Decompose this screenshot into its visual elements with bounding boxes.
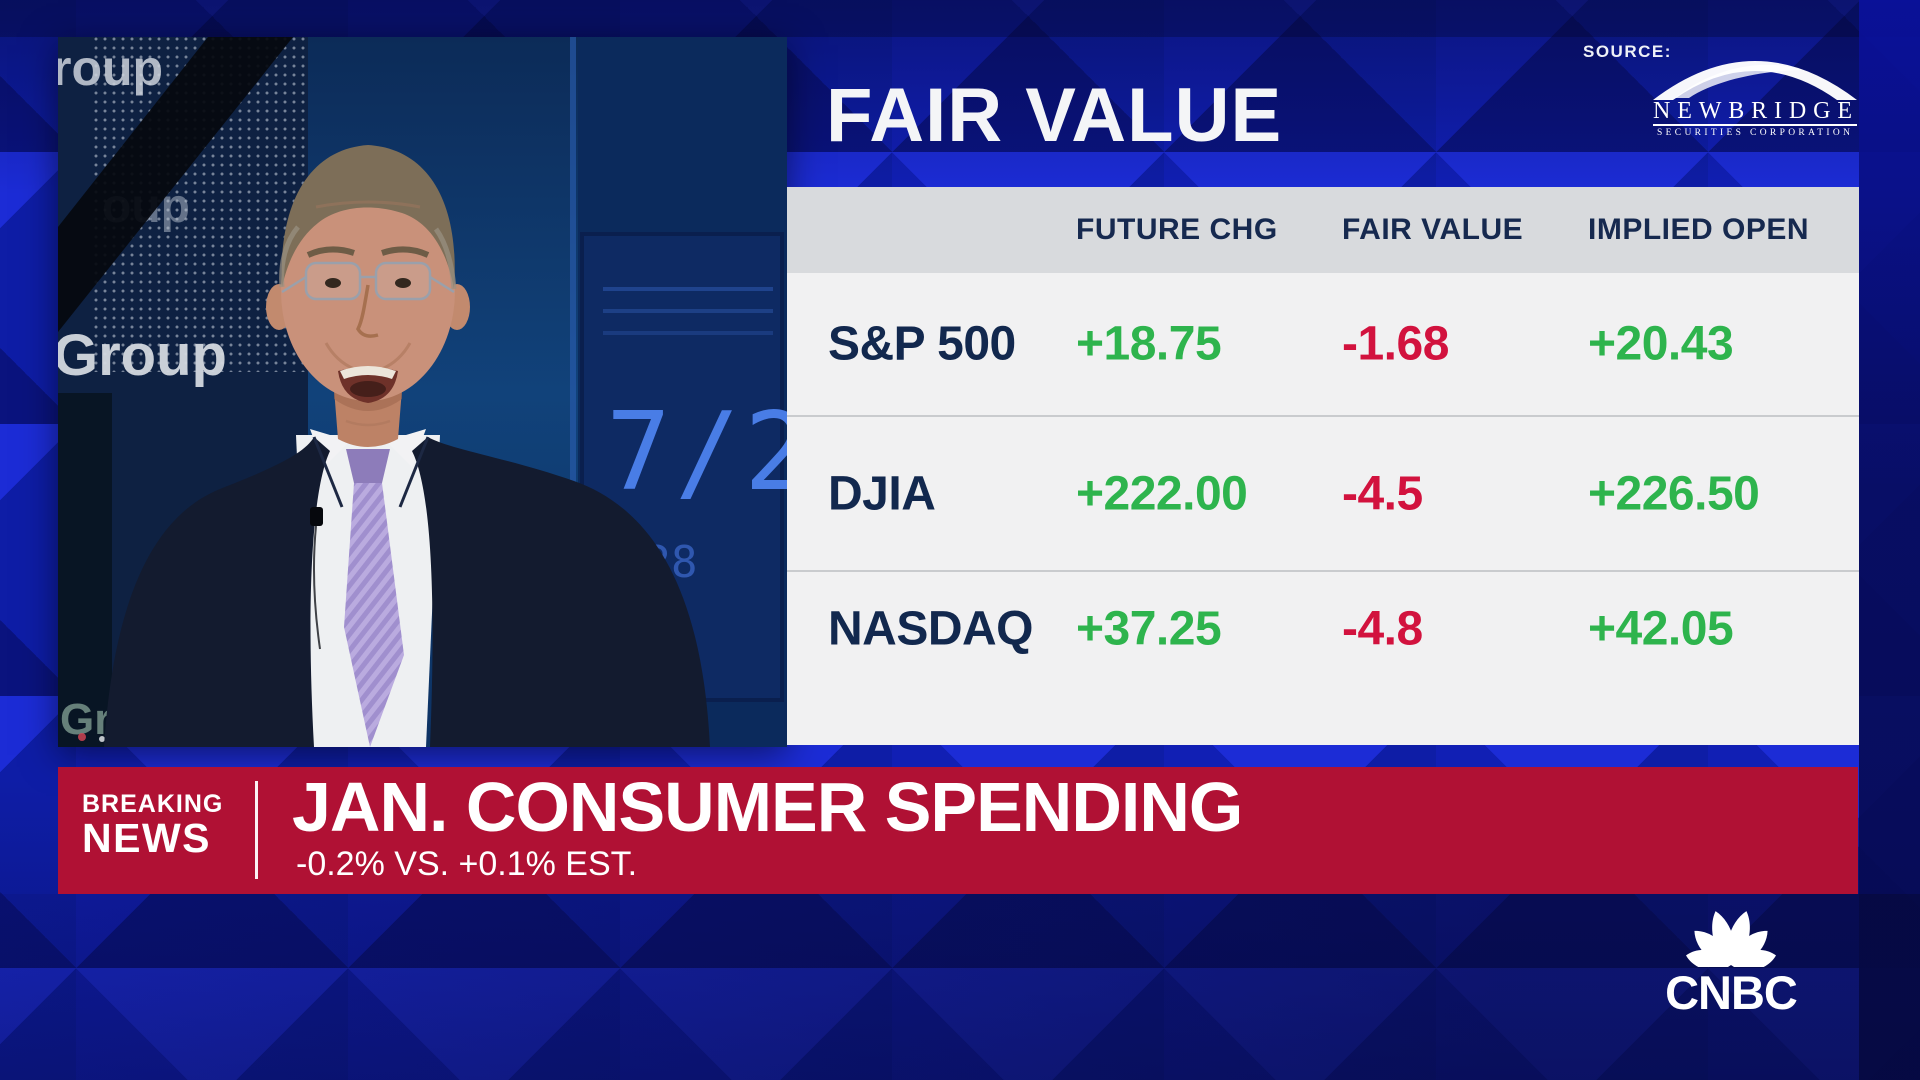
backdrop-dark-column xyxy=(58,393,112,747)
table-row: DJIA +222.00 -4.5 +226.50 xyxy=(787,417,1859,570)
background-bottom-shade xyxy=(0,894,1920,1080)
tie xyxy=(344,483,404,747)
peacock-icon xyxy=(1686,911,1776,967)
mouth-inner xyxy=(350,381,386,397)
bridge-arch-icon xyxy=(1653,61,1857,100)
bridge-arch-inner xyxy=(1675,64,1803,98)
newbridge-logo: NEWBRIDGE SECURITIES CORPORATION xyxy=(1653,61,1857,136)
led-row-1 xyxy=(603,287,773,291)
chin-line xyxy=(345,419,391,427)
index-label: DJIA xyxy=(828,467,936,520)
breaking-news-banner: BREAKING NEWS JAN. CONSUMER SPENDING -0.… xyxy=(58,767,1858,894)
anchor-video: roup oup Group Gr 7/2 128 xyxy=(58,37,787,747)
eyebrow-left xyxy=(306,246,355,258)
index-label: S&P 500 xyxy=(828,317,1016,371)
anchor-illustration: roup oup Group Gr 7/2 128 xyxy=(58,37,787,747)
source-label: SOURCE: xyxy=(1583,42,1672,61)
table-row: NASDAQ +37.25 -4.8 +42.05 xyxy=(787,572,1859,685)
newbridge-wordmark: NEWBRIDGE xyxy=(1653,98,1857,124)
backdrop-text-group-large: Group xyxy=(58,323,227,388)
eyebrow-right xyxy=(381,246,430,258)
wall-divider xyxy=(570,37,576,747)
fair-value-value: -4.8 xyxy=(1342,602,1423,655)
led-digits: 7/2 xyxy=(606,390,787,515)
future-chg-value: +222.00 xyxy=(1076,467,1248,520)
implied-open-value: +20.43 xyxy=(1588,317,1734,371)
hair xyxy=(281,145,455,289)
lapel-left xyxy=(312,436,344,508)
breaking-news-kicker: BREAKING NEWS xyxy=(82,791,223,860)
banner-divider xyxy=(255,781,258,879)
network-wordmark: CNBC xyxy=(1665,966,1798,1019)
backdrop-text-group-top: roup xyxy=(58,40,163,96)
newbridge-rule xyxy=(1653,124,1857,126)
table-row: S&P 500 +18.75 -1.68 +20.43 xyxy=(787,273,1859,415)
banner-subhead: -0.2% VS. +0.1% EST. xyxy=(296,845,638,883)
newbridge-tagline: SECURITIES CORPORATION xyxy=(1657,128,1853,136)
banner-headline: JAN. CONSUMER SPENDING xyxy=(292,768,1243,846)
hair-gray-right xyxy=(433,227,457,290)
suit-right xyxy=(412,437,710,747)
lapel-right xyxy=(398,436,430,508)
eye-left xyxy=(325,278,341,288)
nose xyxy=(356,284,379,338)
kicker-line-1: BREAKING xyxy=(82,790,224,818)
teeth xyxy=(340,366,396,379)
fair-value-value: -4.5 xyxy=(1342,467,1423,520)
fair-value-table: FUTURE CHG FAIR VALUE IMPLIED OPEN S&P 5… xyxy=(787,187,1859,745)
background-top-shade xyxy=(0,0,1920,37)
column-header-implied-open: IMPLIED OPEN xyxy=(1588,213,1810,246)
index-label: NASDAQ xyxy=(828,602,1034,655)
led-row-3 xyxy=(603,331,773,335)
table-header-row: FUTURE CHG FAIR VALUE IMPLIED OPEN xyxy=(787,187,1859,273)
tie-knot xyxy=(346,449,390,483)
eye-right xyxy=(395,278,411,288)
neck-shadow xyxy=(334,389,402,411)
future-chg-value: +18.75 xyxy=(1076,317,1222,371)
implied-open-value: +226.50 xyxy=(1588,467,1760,520)
anchor-person xyxy=(104,145,710,747)
led-row-2 xyxy=(603,309,773,313)
panel-title: FAIR VALUE xyxy=(826,73,1283,158)
implied-open-value: +42.05 xyxy=(1588,602,1734,655)
future-chg-value: +37.25 xyxy=(1076,602,1222,655)
kicker-line-2: NEWS xyxy=(82,815,211,861)
network-logo: CNBC xyxy=(1655,899,1807,1016)
cheek-fold-left xyxy=(324,342,355,371)
forehead-line xyxy=(315,200,421,209)
mic-wire xyxy=(312,525,321,650)
column-header-future-chg: FUTURE CHG xyxy=(1076,213,1278,246)
hair-gray-left xyxy=(279,225,300,288)
row-divider xyxy=(787,570,1859,572)
glasses-arms xyxy=(281,275,455,294)
fair-value-value: -1.68 xyxy=(1342,317,1449,371)
suit-left xyxy=(104,437,330,747)
row-divider xyxy=(787,415,1859,417)
lapel-mic xyxy=(310,507,323,526)
backdrop-diagonal-beam xyxy=(58,37,293,332)
column-header-fair-value: FAIR VALUE xyxy=(1342,213,1524,246)
cheek-fold-right xyxy=(381,342,412,371)
